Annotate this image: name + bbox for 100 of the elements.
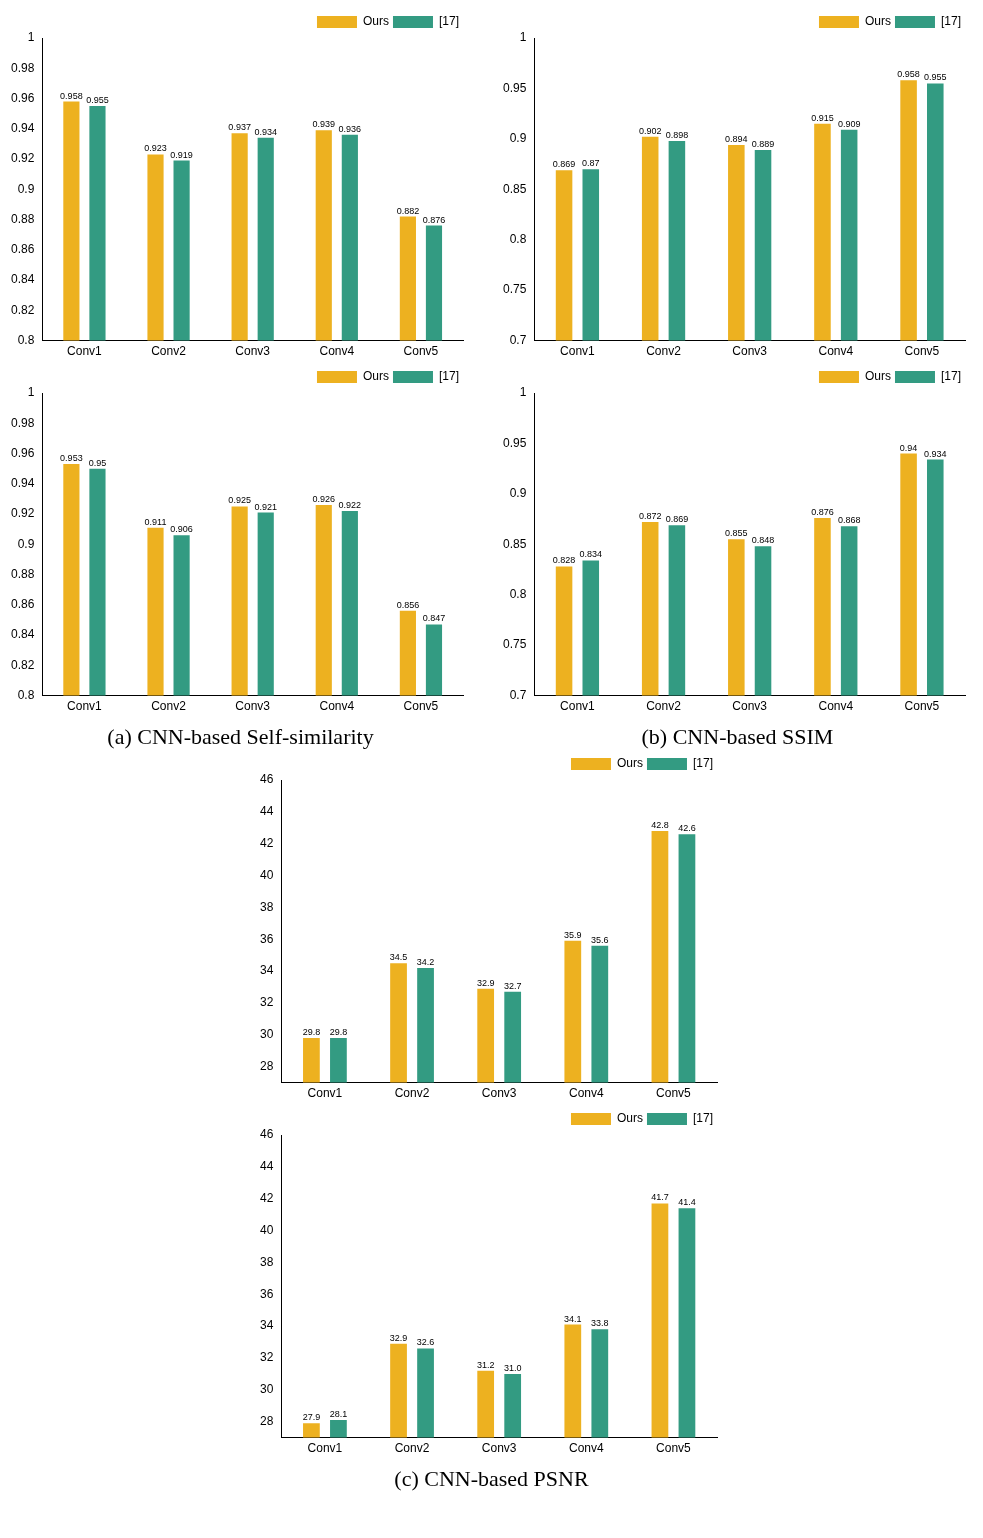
y-tick-label: 0.96 [11, 445, 35, 460]
x-tick-label: Conv1 [560, 699, 596, 714]
legend-label: Ours [362, 369, 389, 384]
data-label: 0.894 [725, 133, 748, 144]
data-label: 0.94 [899, 442, 918, 453]
data-label: 0.889 [751, 138, 775, 149]
y-tick-label: 44 [259, 1159, 274, 1174]
y-tick-label: 44 [259, 804, 274, 819]
y-tick-label: 0.95 [503, 80, 527, 95]
y-tick-label: 0.96 [11, 90, 35, 105]
x-tick-label: Conv1 [307, 1441, 343, 1456]
y-tick-label: 0.86 [11, 242, 35, 257]
data-label: 0.868 [837, 515, 861, 526]
y-tick-label: 46 [259, 1127, 274, 1142]
data-label: 0.926 [312, 493, 336, 504]
x-tick-label: Conv1 [67, 344, 103, 359]
legend-label: Ours [864, 369, 891, 384]
data-label: 0.872 [638, 511, 662, 522]
y-tick-label: 36 [259, 1286, 274, 1301]
data-label: 0.856 [396, 599, 420, 610]
y-tick-label: 36 [259, 931, 274, 946]
data-label: 0.915 [811, 112, 834, 123]
data-label: 33.8 [590, 1318, 609, 1329]
data-label: 32.6 [416, 1337, 434, 1348]
data-label: 41.7 [650, 1192, 669, 1203]
x-tick-label: Conv2 [646, 699, 682, 714]
data-label: 0.955 [924, 72, 947, 83]
x-tick-label: Conv5 [403, 699, 439, 714]
data-label: 0.828 [552, 555, 576, 566]
y-tick-label: 0.7 [509, 332, 527, 347]
x-tick-label: Conv1 [307, 1086, 343, 1101]
data-label: 32.7 [503, 980, 521, 991]
x-tick-label: Conv5 [904, 699, 940, 714]
data-label: 35.6 [590, 934, 609, 945]
y-tick-label: 0.94 [11, 476, 35, 491]
data-label: 0.848 [751, 535, 775, 546]
data-label: 0.95 [88, 457, 107, 468]
data-label: 0.869 [552, 159, 576, 170]
y-tick-label: 40 [259, 1222, 274, 1237]
x-tick-label: Conv4 [818, 699, 854, 714]
data-label: 0.934 [254, 126, 277, 137]
data-label: 0.834 [579, 549, 603, 560]
data-label: 0.876 [422, 214, 446, 225]
x-tick-label: Conv3 [235, 344, 271, 359]
x-tick-label: Conv2 [394, 1086, 430, 1101]
data-label: 0.955 [86, 95, 109, 106]
data-label: 41.4 [677, 1197, 696, 1208]
data-label: 35.9 [563, 929, 582, 940]
x-tick-label: Conv2 [394, 1441, 430, 1456]
data-label: 0.922 [338, 500, 362, 510]
y-tick-label: 0.8 [17, 332, 35, 347]
x-tick-label: Conv3 [481, 1086, 517, 1101]
y-tick-label: 0.92 [11, 506, 35, 521]
x-tick-label: Conv4 [568, 1086, 604, 1101]
data-label: 32.9 [389, 1332, 407, 1343]
data-label: 27.9 [302, 1412, 320, 1423]
y-tick-label: 0.85 [503, 536, 527, 551]
data-label: 0.921 [254, 501, 277, 512]
y-tick-label: 42 [259, 1191, 274, 1206]
y-tick-label: 0.98 [11, 60, 35, 75]
data-label: 0.919 [170, 149, 193, 160]
x-tick-label: Conv4 [818, 344, 854, 359]
x-tick-label: Conv5 [655, 1441, 691, 1456]
data-label: 0.934 [924, 448, 947, 459]
x-tick-label: Conv3 [235, 699, 271, 714]
x-tick-label: Conv2 [646, 344, 682, 359]
y-tick-label: 0.84 [11, 272, 35, 287]
legend-label: Ours [616, 1111, 643, 1126]
data-label: 34.2 [416, 956, 434, 967]
y-tick-label: 1 [27, 385, 35, 400]
data-label: 0.958 [897, 69, 920, 80]
data-label: 0.898 [665, 129, 689, 140]
data-label: 0.936 [338, 123, 362, 134]
data-label: 42.6 [677, 823, 696, 834]
data-label: 0.869 [665, 514, 689, 525]
y-tick-label: 34 [259, 963, 274, 978]
y-tick-label: 0.88 [11, 566, 35, 581]
data-label: 0.87 [582, 158, 600, 169]
y-tick-label: 0.86 [11, 597, 35, 612]
legend-label: [17] [692, 1111, 713, 1126]
legend-label: [17] [940, 14, 961, 29]
x-tick-label: Conv1 [67, 699, 103, 714]
data-label: 0.923 [144, 143, 167, 154]
x-tick-label: Conv4 [319, 344, 355, 359]
legend-label: [17] [940, 369, 961, 384]
text: (c) CNN-based PSNR [393, 1466, 590, 1492]
data-label: 0.882 [396, 205, 420, 216]
data-label: 0.847 [422, 613, 446, 624]
y-tick-label: 0.9 [17, 536, 35, 551]
data-label: 0.902 [638, 125, 662, 136]
x-tick-label: Conv4 [319, 699, 355, 714]
y-tick-label: 0.98 [11, 415, 35, 430]
x-tick-label: Conv5 [655, 1086, 691, 1101]
y-tick-label: 32 [259, 995, 274, 1010]
data-label: 0.958 [60, 90, 83, 101]
data-label: 31.0 [503, 1362, 521, 1373]
legend-label: Ours [616, 756, 643, 771]
y-tick-label: 38 [259, 899, 274, 914]
y-tick-label: 0.7 [509, 687, 527, 702]
x-tick-label: Conv2 [151, 699, 187, 714]
